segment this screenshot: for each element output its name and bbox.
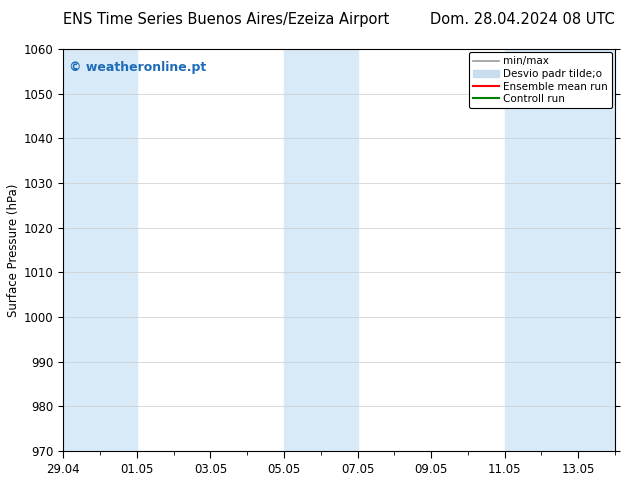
- Bar: [63, 49, 137, 451]
- Text: ENS Time Series Buenos Aires/Ezeiza Airport: ENS Time Series Buenos Aires/Ezeiza Airp…: [63, 12, 390, 27]
- Bar: [505, 49, 615, 451]
- Text: © weatheronline.pt: © weatheronline.pt: [69, 61, 206, 74]
- Bar: [284, 49, 358, 451]
- Text: Dom. 28.04.2024 08 UTC: Dom. 28.04.2024 08 UTC: [430, 12, 615, 27]
- Y-axis label: Surface Pressure (hPa): Surface Pressure (hPa): [7, 183, 20, 317]
- Legend: min/max, Desvio padr tilde;o, Ensemble mean run, Controll run: min/max, Desvio padr tilde;o, Ensemble m…: [469, 52, 612, 108]
